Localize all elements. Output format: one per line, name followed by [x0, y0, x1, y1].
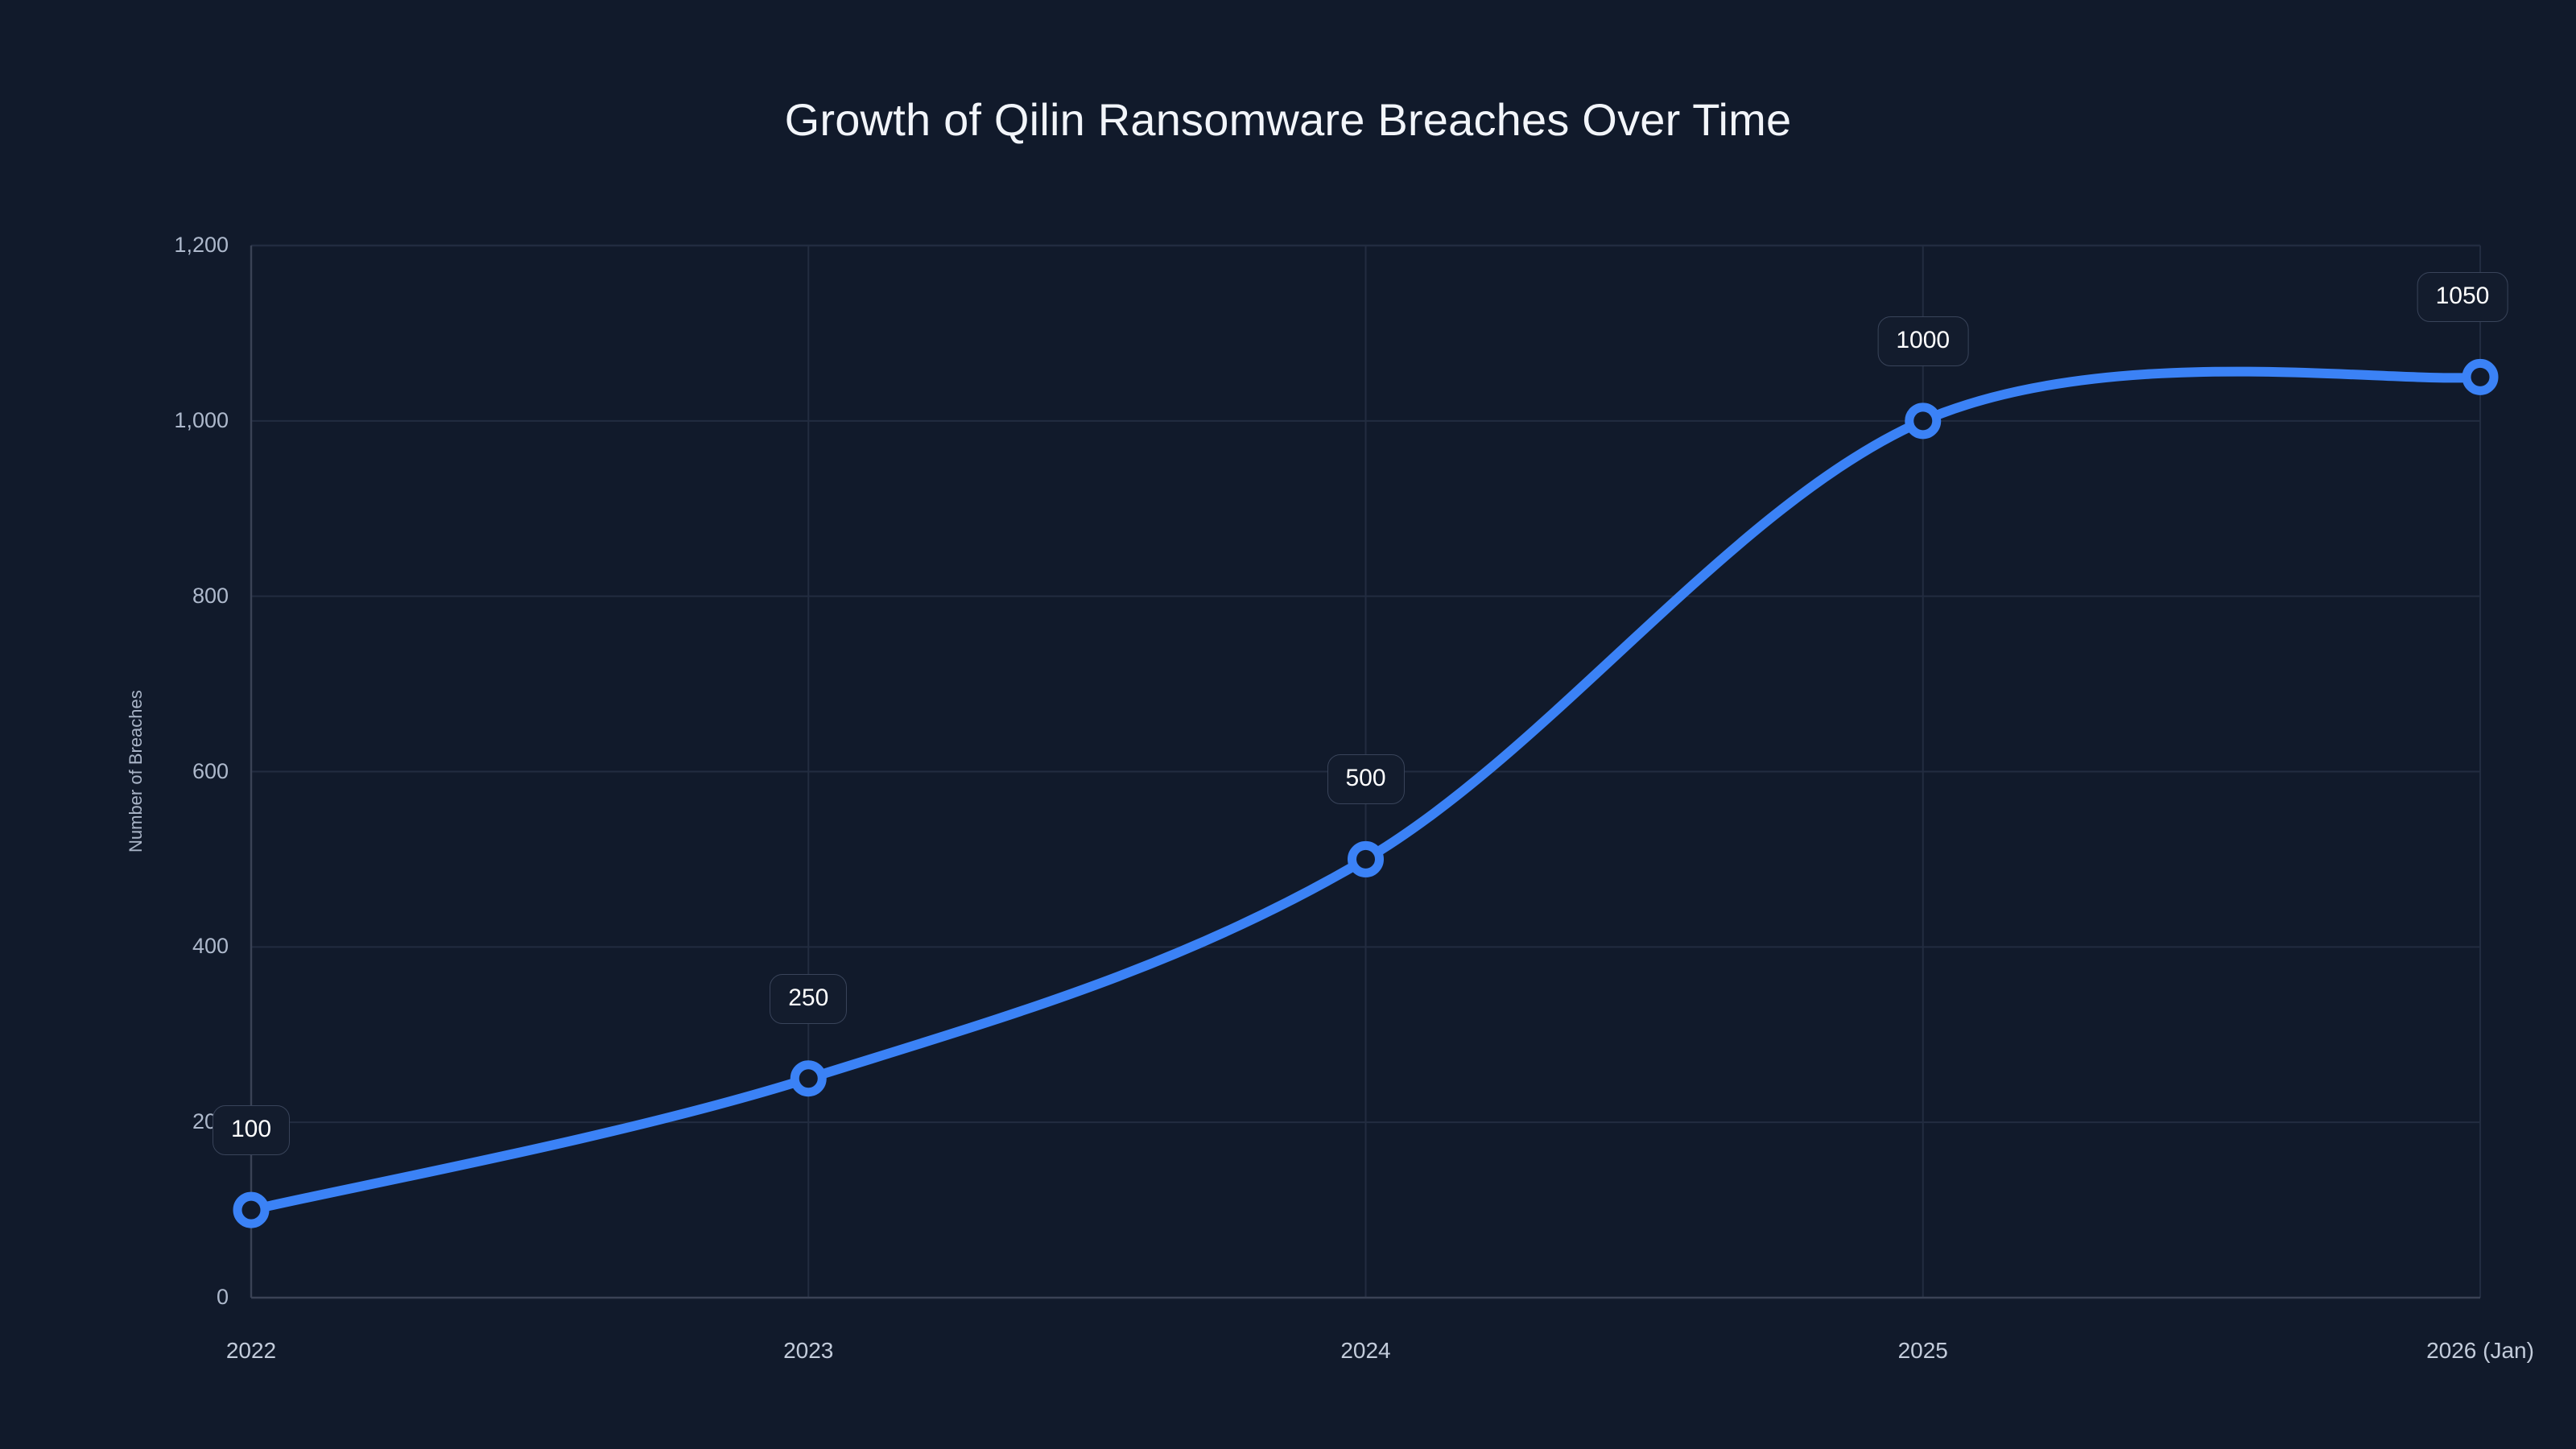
- x-axis-tick-label: 2024: [1340, 1338, 1391, 1363]
- data-point-marker[interactable]: [790, 1060, 827, 1097]
- data-point-marker[interactable]: [1348, 840, 1384, 877]
- y-axis-tick-label: 400: [192, 934, 229, 959]
- data-point-marker[interactable]: [2462, 358, 2499, 395]
- data-point-markers: [233, 358, 2499, 1228]
- data-point-value-label: 1050: [2417, 272, 2508, 323]
- y-axis-tick-label: 1,200: [174, 233, 229, 257]
- data-point-value-label: 500: [1327, 754, 1405, 805]
- y-axis-tick-label: 0: [216, 1285, 229, 1309]
- data-point-value-label: 100: [212, 1105, 291, 1156]
- y-axis-tick-label: 1,000: [174, 407, 229, 432]
- x-axis-tick-label: 2026 (Jan): [2426, 1338, 2534, 1363]
- data-point-marker[interactable]: [1905, 402, 1942, 440]
- y-axis-tick-label: 800: [192, 583, 229, 608]
- data-point-marker[interactable]: [233, 1191, 270, 1228]
- y-axis-tick-label: 200: [192, 1109, 229, 1134]
- y-axis-tick-label: 600: [192, 758, 229, 783]
- x-axis-tick-label: 2022: [225, 1338, 277, 1363]
- x-axis-tick-label: 2025: [1897, 1338, 1948, 1363]
- x-axis-tick-label: 2023: [783, 1338, 834, 1363]
- chart-title: Growth of Qilin Ransomware Breaches Over…: [784, 94, 1792, 145]
- data-point-value-label: 1000: [1877, 316, 1969, 366]
- data-point-value-label: 250: [770, 973, 848, 1024]
